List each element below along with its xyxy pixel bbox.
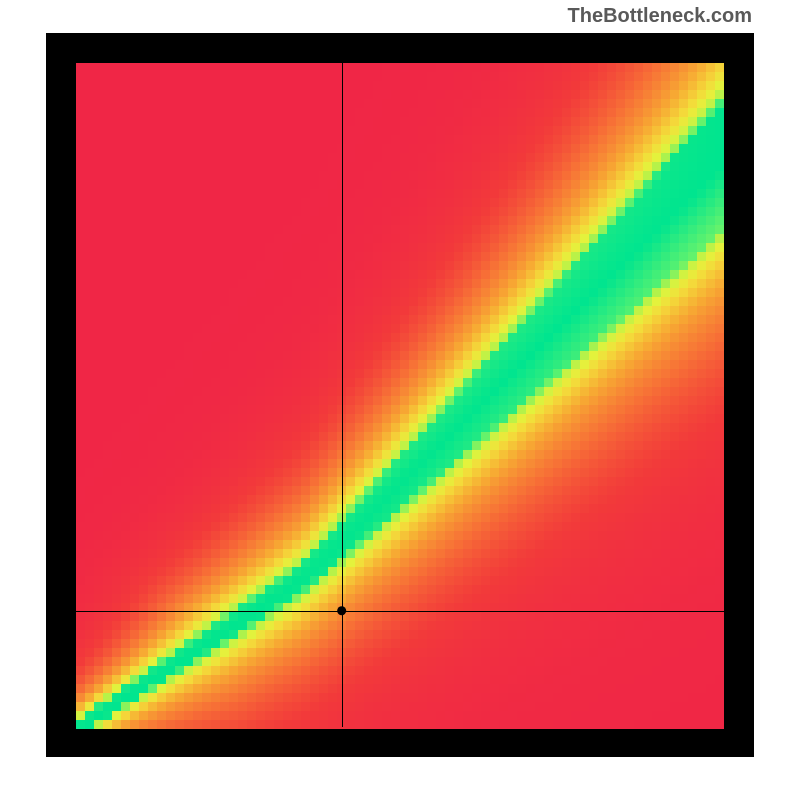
- heatmap-canvas: [46, 33, 754, 757]
- chart-container: TheBottleneck.com: [0, 0, 800, 800]
- attribution-label: TheBottleneck.com: [568, 5, 752, 28]
- chart-frame: [46, 33, 754, 757]
